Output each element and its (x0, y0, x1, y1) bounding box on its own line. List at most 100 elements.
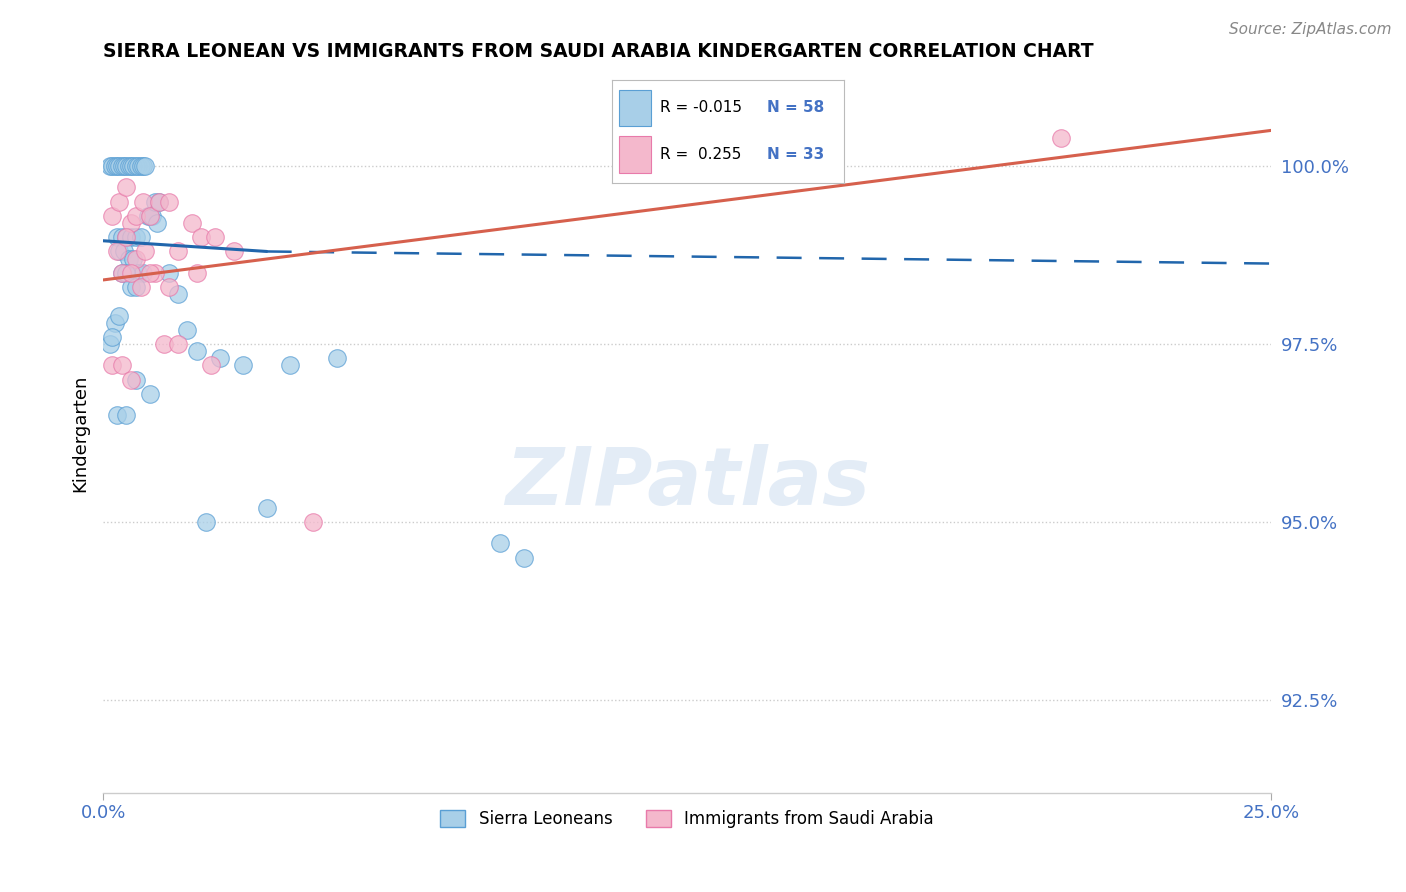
Point (232, 359, 254, 373)
Point (101, 159, 124, 173)
Point (111, 159, 134, 173)
Point (111, 230, 134, 244)
Point (125, 280, 148, 294)
Point (204, 230, 226, 244)
Point (104, 316, 127, 330)
Point (118, 252, 141, 266)
Point (134, 159, 156, 173)
Point (120, 159, 142, 173)
Point (120, 230, 142, 244)
Point (148, 194, 170, 209)
Point (180, 216, 202, 230)
Point (105, 409, 128, 423)
Point (122, 252, 145, 266)
Text: SIERRA LEONEAN VS IMMIGRANTS FROM SAUDI ARABIA KINDERGARTEN CORRELATION CHART: SIERRA LEONEAN VS IMMIGRANTS FROM SAUDI … (103, 42, 1094, 61)
Point (101, 359, 124, 373)
Point (325, 351, 347, 366)
Point (143, 266, 166, 280)
Point (167, 337, 190, 351)
Point (1050, 130, 1073, 145)
Point (115, 230, 138, 244)
Point (108, 194, 131, 209)
Point (125, 209, 148, 223)
Point (141, 209, 163, 223)
Text: R =  0.255: R = 0.255 (661, 146, 742, 161)
Point (115, 159, 138, 173)
Point (129, 280, 152, 294)
Text: N = 58: N = 58 (768, 101, 824, 115)
Text: N = 33: N = 33 (768, 146, 824, 161)
Point (125, 252, 148, 266)
Point (167, 244, 190, 259)
Point (105, 244, 128, 259)
Point (115, 180, 138, 194)
Point (127, 159, 149, 173)
Point (101, 209, 124, 223)
Bar (619, 136, 651, 173)
Point (122, 159, 145, 173)
Point (194, 515, 217, 529)
Point (115, 266, 138, 280)
Y-axis label: Kindergarten: Kindergarten (72, 375, 89, 491)
Point (278, 359, 301, 373)
Point (302, 515, 325, 529)
Point (125, 159, 148, 173)
Text: R = -0.015: R = -0.015 (661, 101, 742, 115)
Point (129, 230, 152, 244)
Point (208, 351, 231, 366)
Point (139, 387, 162, 401)
Point (120, 280, 142, 294)
Point (146, 216, 169, 230)
Point (222, 244, 245, 259)
Point (157, 280, 180, 294)
Point (125, 230, 148, 244)
Point (157, 194, 180, 209)
Point (120, 373, 142, 387)
Point (108, 309, 131, 323)
Point (190, 230, 212, 244)
Point (136, 209, 159, 223)
Point (127, 266, 149, 280)
Point (167, 287, 190, 301)
Point (132, 159, 155, 173)
Point (143, 194, 166, 209)
Point (112, 244, 135, 259)
Point (105, 230, 128, 244)
Point (139, 209, 162, 223)
Point (118, 159, 141, 173)
Point (108, 159, 131, 173)
Point (104, 159, 127, 173)
Point (489, 536, 512, 550)
Bar (619, 89, 651, 127)
Point (112, 159, 135, 173)
Point (139, 209, 162, 223)
Point (176, 323, 198, 337)
Point (108, 244, 131, 259)
Point (132, 266, 155, 280)
Point (98, 159, 121, 173)
Point (129, 159, 152, 173)
Point (111, 359, 134, 373)
Point (111, 266, 134, 280)
Text: Source: ZipAtlas.com: Source: ZipAtlas.com (1229, 22, 1392, 37)
Point (132, 194, 155, 209)
Point (120, 216, 142, 230)
Point (256, 500, 278, 515)
Point (200, 359, 222, 373)
Point (153, 337, 176, 351)
Point (157, 266, 180, 280)
Point (120, 266, 142, 280)
Point (148, 194, 170, 209)
Point (512, 550, 534, 565)
Legend: Sierra Leoneans, Immigrants from Saudi Arabia: Sierra Leoneans, Immigrants from Saudi A… (434, 803, 941, 835)
Text: ZIPatlas: ZIPatlas (505, 444, 870, 523)
Point (115, 230, 138, 244)
Point (105, 159, 128, 173)
Point (98, 337, 121, 351)
Point (139, 266, 162, 280)
Point (111, 266, 134, 280)
Point (115, 409, 138, 423)
Point (101, 330, 124, 344)
Point (186, 344, 208, 359)
Point (125, 373, 148, 387)
